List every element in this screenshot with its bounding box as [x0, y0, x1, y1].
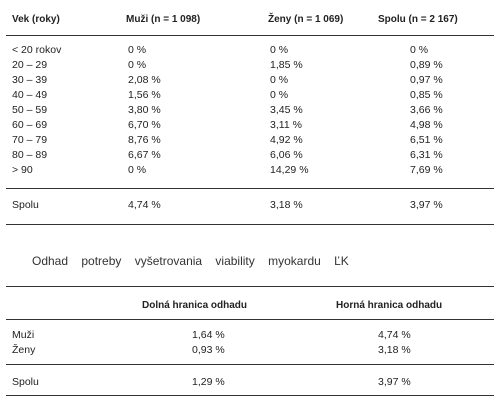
column-header-women: Ženy (n = 1 069) [268, 14, 344, 25]
table-row: 60 – 69 6,70 % 3,11 % 4,98 % [6, 118, 494, 132]
table-row: 70 – 79 8,76 % 4,92 % 6,51 % [6, 133, 494, 147]
total-cell: 0,85 % [410, 89, 443, 101]
men-cell: 2,08 % [128, 74, 161, 86]
men-cell: 8,76 % [128, 134, 161, 146]
total-row: Spolu 1,29 % 3,97 % [6, 375, 494, 389]
table-row: 40 – 49 1,56 % 0 % 0,85 % [6, 88, 494, 102]
table-header-row: Dolná hranica odhadu Horná hranica odhad… [6, 299, 494, 313]
header-divider [6, 35, 494, 36]
women-cell: 14,29 % [270, 164, 309, 176]
women-cell: 0 % [270, 89, 289, 101]
column-header-men: Muži (n = 1 098) [126, 14, 201, 25]
women-cell: 6,06 % [270, 149, 303, 161]
column-header-age: Vek (roky) [12, 14, 60, 25]
men-cell: 0 % [128, 164, 147, 176]
age-table: Vek (roky) Muži (n = 1 098) Ženy (n = 1 … [6, 0, 494, 236]
table-header-row: Vek (roky) Muži (n = 1 098) Ženy (n = 1 … [6, 13, 494, 27]
lower-bound-cell: 1,64 % [192, 329, 225, 341]
men-cell: 6,67 % [128, 149, 161, 161]
women-total: 3,18 % [270, 199, 303, 211]
women-cell: 3,11 % [270, 119, 302, 131]
table-row: Ženy 0,93 % 3,18 % [6, 343, 494, 357]
lower-bound-total: 1,29 % [192, 376, 225, 388]
women-cell: 1,85 % [270, 59, 303, 71]
table-bottom-border [6, 395, 494, 396]
table-bottom-border [6, 224, 494, 225]
age-cell: 20 – 29 [12, 59, 48, 71]
table-top-border [6, 286, 494, 287]
column-header-upper-bound: Horná hranica odhadu [336, 300, 443, 311]
total-cell: 7,69 % [410, 164, 443, 176]
total-label: Spolu [12, 376, 39, 388]
estimate-table: Dolná hranica odhadu Horná hranica odhad… [6, 284, 494, 400]
total-cell: 4,98 % [410, 119, 443, 131]
men-cell: 0 % [128, 44, 147, 56]
total-divider [6, 188, 494, 189]
overall-total: 3,97 % [410, 199, 443, 211]
age-cell: 30 – 39 [12, 74, 48, 86]
table-row: > 90 0 % 14,29 % 7,69 % [6, 163, 494, 177]
men-cell: 6,70 % [128, 119, 161, 131]
total-cell: 3,66 % [410, 104, 443, 116]
table-row: Muži 1,64 % 4,74 % [6, 328, 494, 342]
total-row: Spolu 4,74 % 3,18 % 3,97 % [6, 198, 494, 212]
women-cell: 4,92 % [270, 134, 303, 146]
column-header-total: Spolu (n = 2 167) [378, 14, 458, 25]
total-cell: 6,51 % [410, 134, 443, 146]
men-cell: 1,56 % [128, 89, 161, 101]
table-row: 80 – 89 6,67 % 6,06 % 6,31 % [6, 148, 494, 162]
total-divider [6, 364, 494, 365]
men-cell: 0 % [128, 59, 147, 71]
upper-bound-cell: 4,74 % [378, 329, 411, 341]
women-cell: 3,45 % [270, 104, 303, 116]
age-cell: 60 – 69 [12, 119, 48, 131]
women-cell: 0 % [270, 74, 289, 86]
age-cell: < 20 rokov [12, 44, 62, 56]
total-label: Spolu [12, 199, 39, 211]
table-row: 50 – 59 3,80 % 3,45 % 3,66 % [6, 103, 494, 117]
table-row: < 20 rokov 0 % 0 % 0 % [6, 43, 494, 57]
men-cell: 3,80 % [128, 104, 161, 116]
group-cell: Ženy [12, 344, 36, 356]
men-total: 4,74 % [128, 199, 161, 211]
age-cell: > 90 [12, 164, 33, 176]
age-cell: 40 – 49 [12, 89, 48, 101]
age-cell: 50 – 59 [12, 104, 48, 116]
lower-bound-cell: 0,93 % [192, 344, 225, 356]
total-cell: 0 % [410, 44, 429, 56]
total-cell: 0,97 % [410, 74, 443, 86]
table-row: 20 – 29 0 % 1,85 % 0,89 % [6, 58, 494, 72]
upper-bound-total: 3,97 % [378, 376, 411, 388]
age-cell: 70 – 79 [12, 134, 48, 146]
women-cell: 0 % [270, 44, 289, 56]
age-cell: 80 – 89 [12, 149, 48, 161]
section-caption: Odhad potreby vyšetrovania viability myo… [32, 254, 349, 268]
table-row: 30 – 39 2,08 % 0 % 0,97 % [6, 73, 494, 87]
total-cell: 0,89 % [410, 59, 443, 71]
header-divider [6, 319, 494, 320]
total-cell: 6,31 % [410, 149, 443, 161]
group-cell: Muži [12, 329, 35, 341]
column-header-lower-bound: Dolná hranica odhadu [142, 300, 248, 311]
upper-bound-cell: 3,18 % [378, 344, 411, 356]
